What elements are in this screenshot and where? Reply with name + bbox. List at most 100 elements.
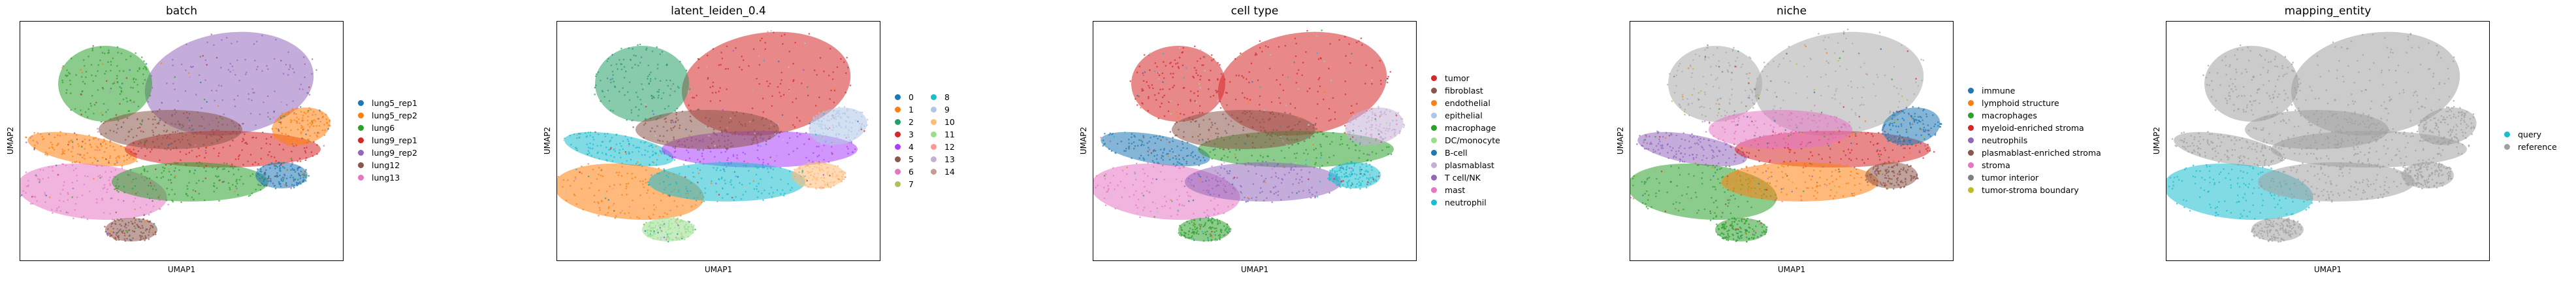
data-point [1178, 47, 1181, 49]
data-point [762, 97, 764, 99]
data-point [622, 152, 625, 155]
data-point [1359, 168, 1361, 171]
data-point [101, 197, 103, 200]
data-point [1703, 106, 1705, 109]
data-point [298, 141, 300, 143]
data-point [1293, 152, 1296, 155]
data-point [709, 86, 711, 88]
data-point [62, 163, 65, 166]
data-point [1308, 137, 1311, 139]
data-point [750, 113, 752, 116]
data-point [298, 157, 301, 160]
data-point [1292, 183, 1294, 185]
data-point [140, 236, 142, 239]
data-point [182, 163, 184, 165]
data-point [233, 98, 236, 101]
data-point [1221, 157, 1223, 159]
data-point [1172, 73, 1174, 75]
data-point [1677, 150, 1680, 152]
data-point [686, 149, 688, 152]
data-point [724, 183, 726, 185]
data-point [659, 135, 661, 137]
data-point [1387, 77, 1389, 80]
data-point [1245, 78, 1248, 80]
data-point [1387, 130, 1389, 132]
data-point [269, 167, 271, 169]
data-point [1147, 150, 1149, 152]
data-point [647, 181, 649, 183]
data-point [71, 164, 74, 166]
data-point [100, 133, 103, 135]
data-point [174, 88, 176, 90]
point-cluster [97, 109, 244, 150]
data-point [118, 156, 121, 159]
data-point [730, 142, 732, 144]
data-point [1749, 88, 1752, 91]
data-point [1725, 162, 1728, 164]
data-point [1366, 121, 1368, 124]
data-point [1701, 145, 1703, 148]
data-point [818, 168, 821, 171]
data-point [1382, 141, 1385, 143]
data-point [823, 145, 825, 147]
data-point [1331, 141, 1333, 143]
data-point [614, 150, 617, 152]
data-point [771, 105, 773, 107]
data-point [734, 166, 737, 167]
data-point [1179, 234, 1181, 236]
data-point [1199, 226, 1202, 228]
data-point [1189, 100, 1192, 102]
data-point [275, 39, 277, 41]
data-point [1880, 48, 1882, 50]
data-point [109, 213, 111, 215]
data-point [812, 167, 814, 170]
data-point [88, 108, 89, 111]
data-point [675, 113, 677, 116]
data-point [1350, 117, 1353, 119]
data-point [152, 226, 154, 228]
data-point [187, 139, 189, 141]
data-point [670, 121, 672, 124]
data-point [189, 76, 191, 79]
data-point [1693, 88, 1695, 90]
data-point [1109, 182, 1112, 184]
data-point [1913, 93, 1916, 96]
data-point [280, 60, 282, 62]
data-point [1206, 214, 1209, 217]
data-point [831, 172, 833, 175]
data-point [305, 174, 307, 177]
data-point [144, 79, 146, 81]
data-point [1193, 232, 1195, 234]
data-point [840, 126, 843, 128]
data-point [1223, 212, 1225, 215]
data-point [1225, 130, 1227, 132]
data-point [1726, 111, 1728, 114]
data-point [1373, 138, 1375, 141]
data-point [1722, 154, 1724, 156]
data-point [217, 129, 219, 132]
data-point [329, 124, 331, 127]
data-point [147, 101, 150, 103]
data-point [630, 137, 633, 139]
data-point [1904, 147, 1906, 149]
data-point [1336, 177, 1338, 180]
data-point [280, 161, 282, 163]
data-point [166, 187, 169, 190]
data-point [1264, 45, 1267, 47]
data-point [1208, 179, 1210, 181]
data-point [300, 127, 303, 129]
data-point [115, 234, 118, 236]
data-point [1159, 88, 1161, 91]
data-point [83, 183, 86, 186]
data-point [1678, 147, 1681, 149]
data-point [833, 181, 835, 183]
data-point [118, 219, 120, 222]
data-point [1727, 71, 1730, 73]
data-point [1383, 127, 1385, 129]
data-point [1366, 132, 1368, 134]
data-point [1093, 180, 1095, 182]
data-point [84, 111, 87, 113]
data-point [1368, 120, 1370, 122]
data-point [1329, 143, 1331, 145]
data-point [170, 149, 172, 150]
